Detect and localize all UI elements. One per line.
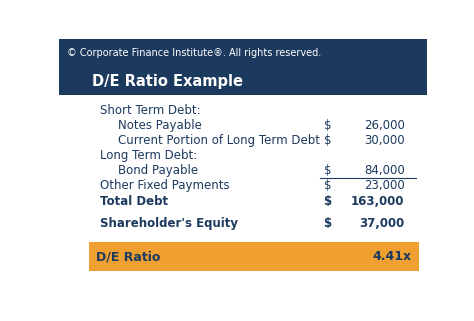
Text: Other Fixed Payments: Other Fixed Payments (100, 179, 229, 193)
Text: D/E Ratio: D/E Ratio (96, 250, 160, 263)
Text: 84,000: 84,000 (364, 164, 405, 177)
Text: Notes Payable: Notes Payable (118, 119, 202, 132)
Text: $: $ (324, 134, 331, 147)
Text: $: $ (323, 217, 331, 230)
FancyBboxPatch shape (89, 242, 419, 271)
Text: 4.41x: 4.41x (373, 250, 412, 263)
Text: © Corporate Finance Institute®. All rights reserved.: © Corporate Finance Institute®. All righ… (66, 48, 321, 58)
FancyBboxPatch shape (59, 39, 427, 67)
Text: D/E Ratio Example: D/E Ratio Example (92, 74, 243, 89)
Text: Current Portion of Long Term Debt: Current Portion of Long Term Debt (118, 134, 320, 147)
Text: 163,000: 163,000 (351, 195, 405, 208)
Text: 23,000: 23,000 (364, 179, 405, 193)
Text: Bond Payable: Bond Payable (118, 164, 198, 177)
Text: 26,000: 26,000 (364, 119, 405, 132)
Text: Shareholder's Equity: Shareholder's Equity (100, 217, 237, 230)
Text: 37,000: 37,000 (359, 217, 405, 230)
Text: $: $ (323, 195, 331, 208)
Text: 30,000: 30,000 (364, 134, 405, 147)
FancyBboxPatch shape (59, 67, 427, 95)
Text: $: $ (324, 164, 331, 177)
Text: Short Term Debt:: Short Term Debt: (100, 104, 201, 117)
Text: $: $ (324, 119, 331, 132)
Text: $: $ (324, 179, 331, 193)
Text: Long Term Debt:: Long Term Debt: (100, 149, 197, 162)
Text: Total Debt: Total Debt (100, 195, 168, 208)
